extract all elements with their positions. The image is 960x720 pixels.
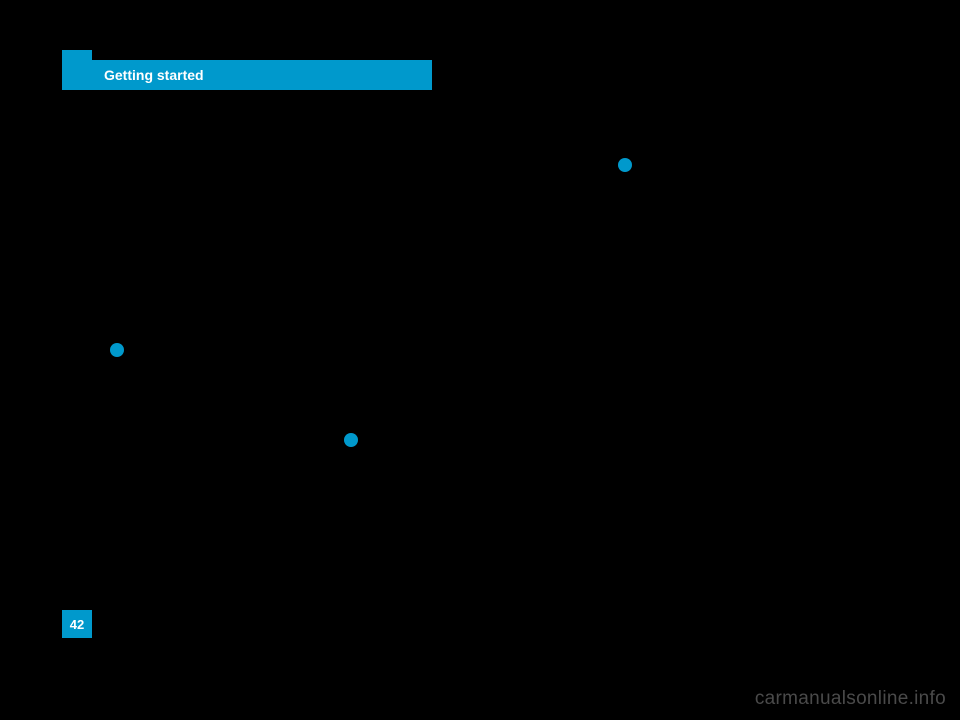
bullet-dot-icon (344, 433, 358, 447)
header-tab-accent (62, 50, 92, 60)
page-number-box: 42 (62, 610, 92, 638)
bullet-dot-icon (618, 158, 632, 172)
page-number: 42 (70, 617, 84, 632)
section-header-title: Getting started (104, 67, 204, 83)
bullet-dot-icon (110, 343, 124, 357)
watermark-text: carmanualsonline.info (755, 688, 946, 710)
section-header-bar: Getting started (62, 60, 432, 90)
